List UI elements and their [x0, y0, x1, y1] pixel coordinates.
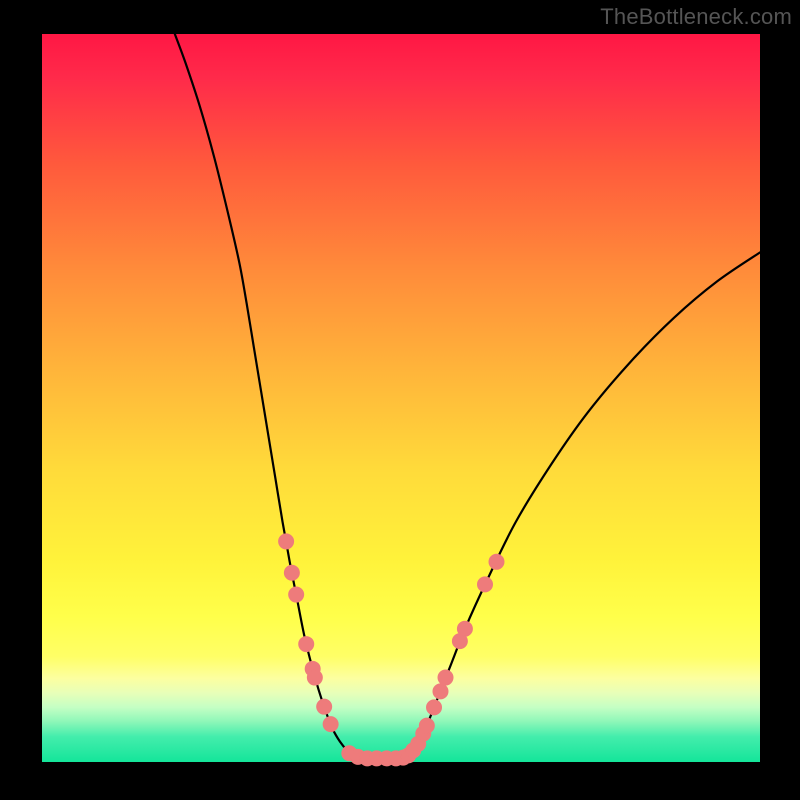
data-marker [289, 587, 304, 602]
watermark-text: TheBottleneck.com [600, 4, 792, 30]
bottleneck-chart [0, 0, 800, 800]
data-marker [457, 621, 472, 636]
data-marker [433, 684, 448, 699]
data-marker [489, 554, 504, 569]
data-marker [478, 577, 493, 592]
data-marker [299, 637, 314, 652]
data-marker [307, 670, 322, 685]
data-marker [284, 565, 299, 580]
data-marker [438, 670, 453, 685]
data-marker [323, 717, 338, 732]
data-marker [419, 718, 434, 733]
data-marker [427, 700, 442, 715]
chart-stage: TheBottleneck.com [0, 0, 800, 800]
plot-background [42, 34, 760, 762]
data-marker [317, 699, 332, 714]
data-marker [279, 534, 294, 549]
